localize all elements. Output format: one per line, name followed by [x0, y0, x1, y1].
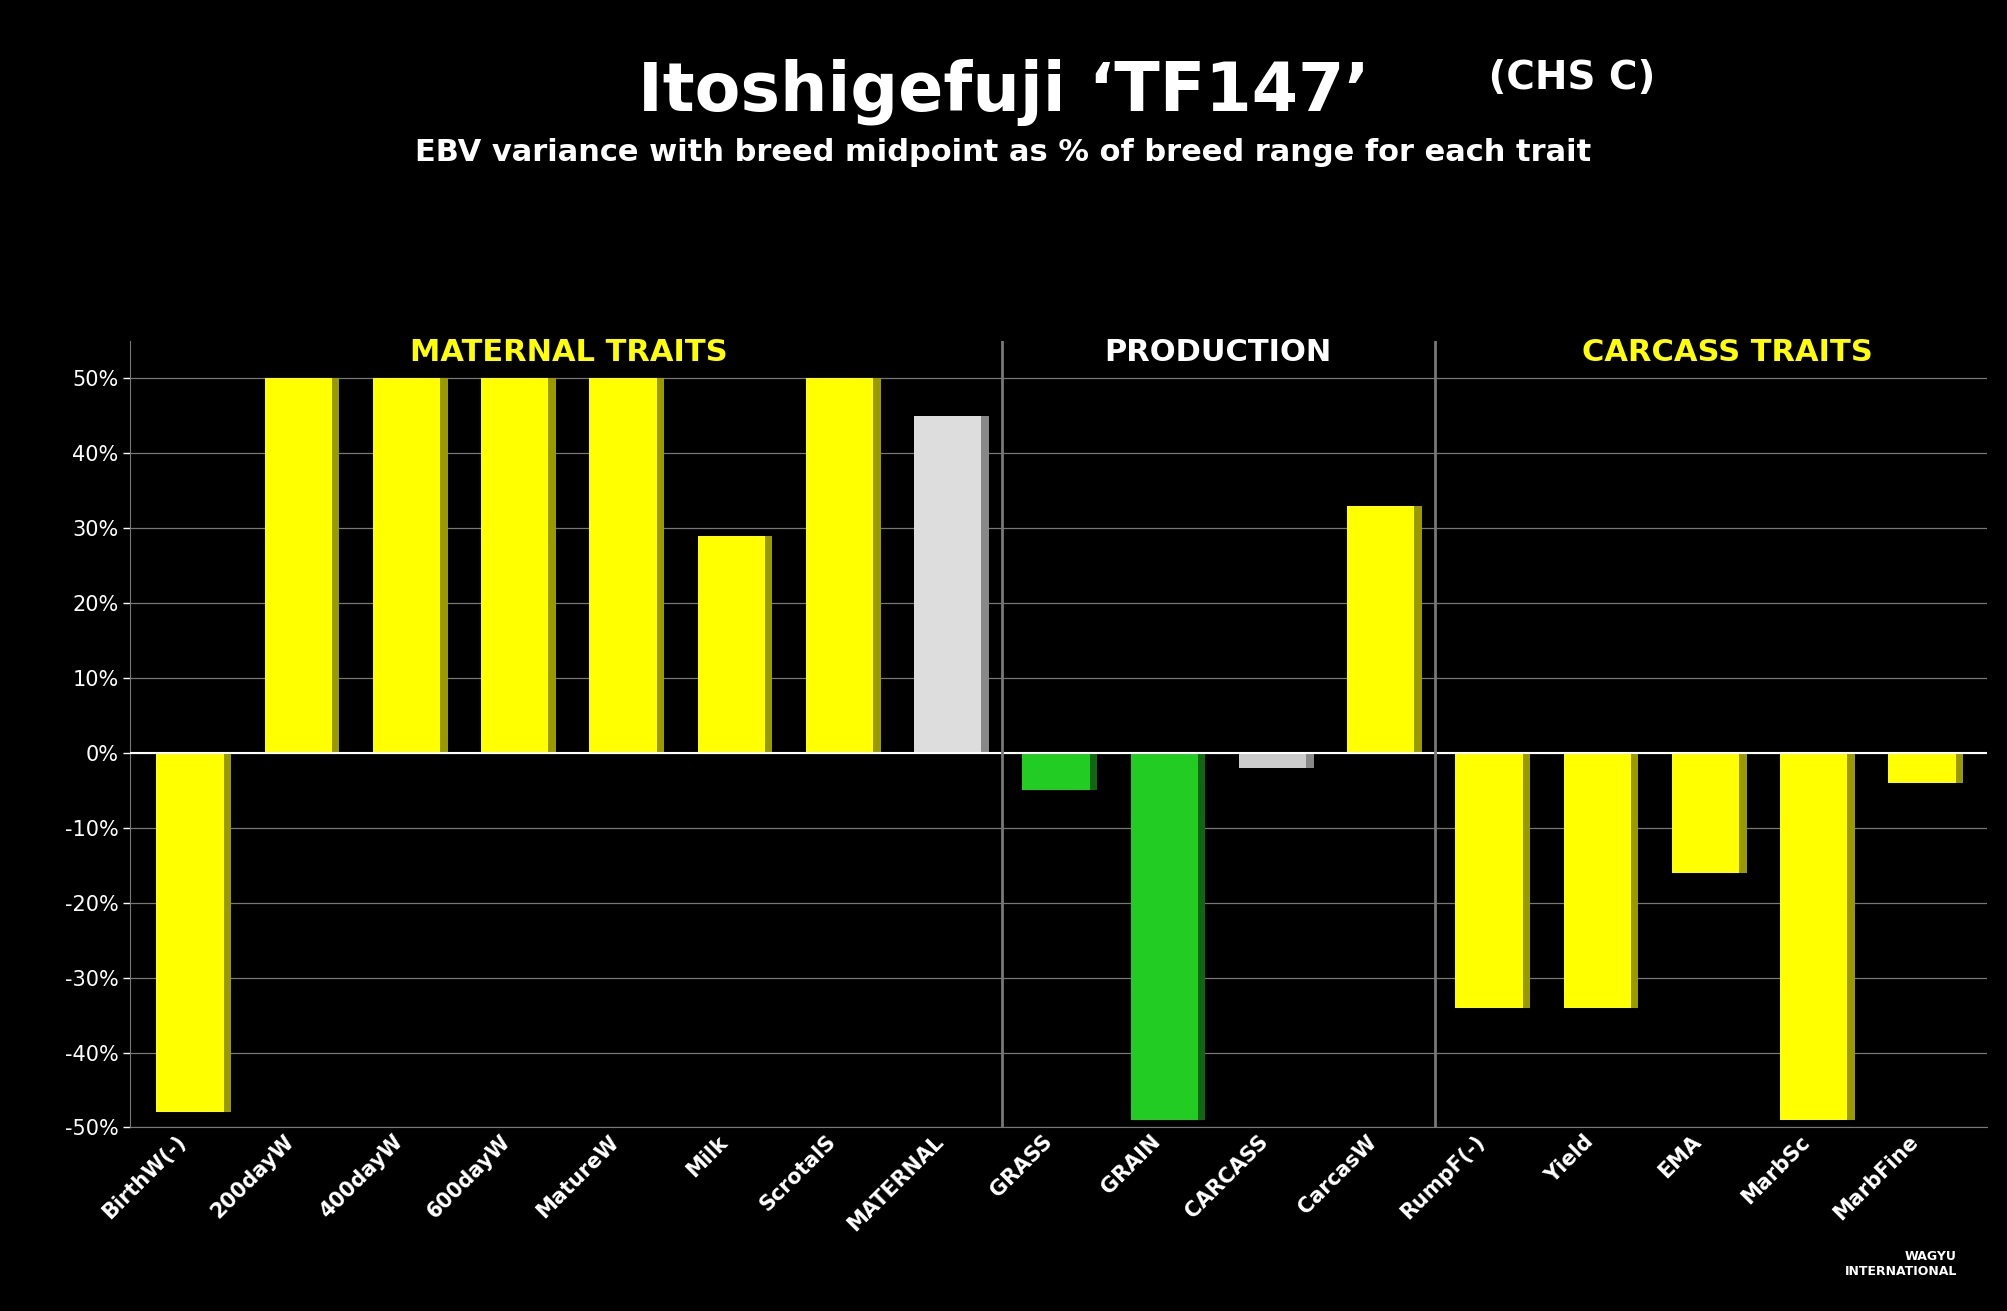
Text: PRODUCTION: PRODUCTION	[1104, 338, 1333, 367]
Polygon shape	[1198, 753, 1206, 1120]
Polygon shape	[1090, 753, 1098, 791]
Text: MATERNAL TRAITS: MATERNAL TRAITS	[409, 338, 729, 367]
Bar	[1780, 753, 1846, 1120]
Polygon shape	[440, 379, 448, 753]
Polygon shape	[1632, 753, 1638, 1008]
Bar	[1672, 753, 1738, 873]
Bar	[913, 416, 981, 753]
Bar	[807, 379, 873, 753]
Polygon shape	[223, 753, 231, 1113]
Bar	[698, 536, 765, 753]
Bar	[1455, 753, 1523, 1008]
Polygon shape	[656, 379, 664, 753]
Text: WAGYU
INTERNATIONAL: WAGYU INTERNATIONAL	[1844, 1251, 1957, 1278]
Bar	[373, 379, 440, 753]
Polygon shape	[1738, 753, 1746, 873]
Bar	[1889, 753, 1955, 783]
Text: CARCASS TRAITS: CARCASS TRAITS	[1582, 338, 1873, 367]
Bar	[1130, 753, 1198, 1120]
Polygon shape	[1415, 506, 1421, 753]
Polygon shape	[873, 379, 881, 753]
Polygon shape	[981, 416, 989, 753]
Bar	[1563, 753, 1632, 1008]
Polygon shape	[765, 536, 773, 753]
Text: Itoshigefuji ‘TF147’: Itoshigefuji ‘TF147’	[638, 59, 1369, 126]
Bar	[590, 379, 656, 753]
Polygon shape	[331, 379, 339, 753]
Bar	[1238, 753, 1307, 768]
Bar	[482, 379, 548, 753]
Polygon shape	[1846, 753, 1854, 1120]
Text: EBV variance with breed midpoint as % of breed range for each trait: EBV variance with breed midpoint as % of…	[415, 138, 1592, 166]
Text: (CHS C): (CHS C)	[1475, 59, 1656, 97]
Polygon shape	[548, 379, 556, 753]
Bar	[1022, 753, 1090, 791]
Bar	[157, 753, 223, 1113]
Bar	[265, 379, 331, 753]
Polygon shape	[1955, 753, 1963, 783]
Polygon shape	[1523, 753, 1529, 1008]
Bar	[1347, 506, 1415, 753]
Polygon shape	[1307, 753, 1315, 768]
